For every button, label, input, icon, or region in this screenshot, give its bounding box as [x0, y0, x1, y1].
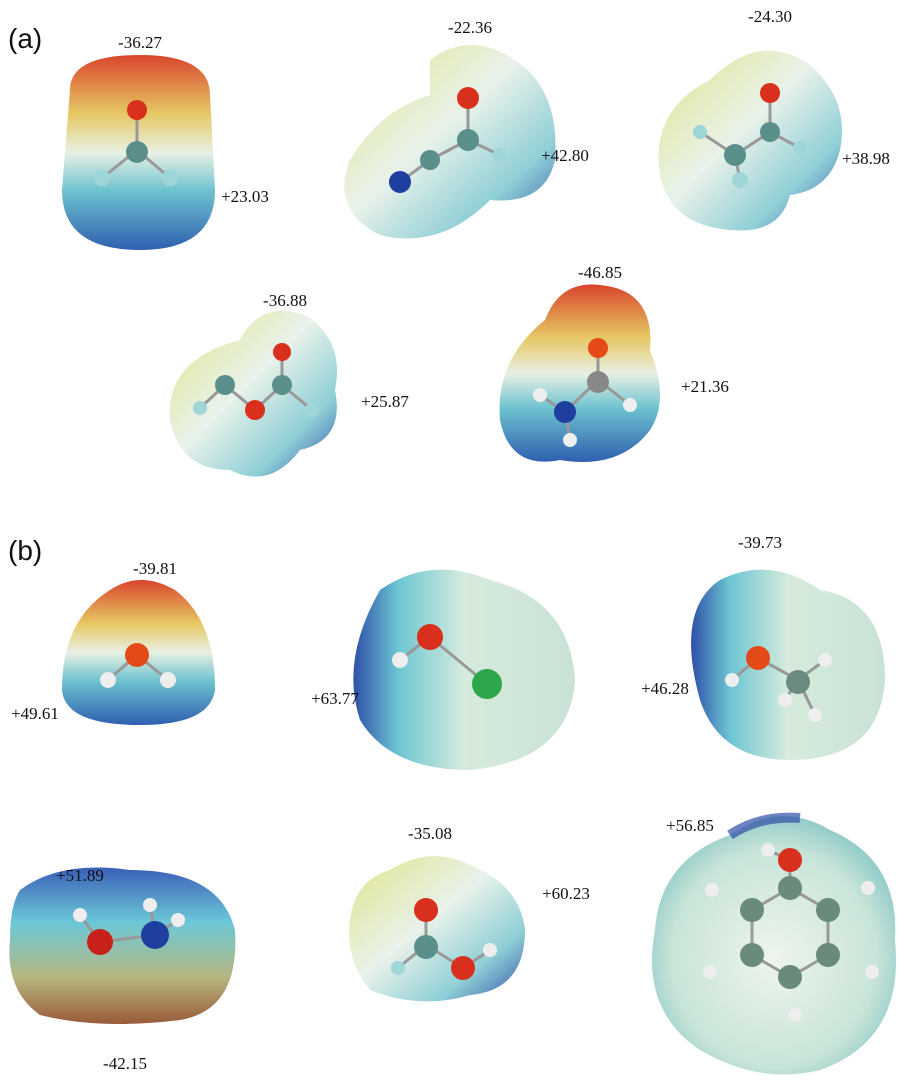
- potential-label: -24.30: [748, 7, 792, 26]
- potential-label: -36.27: [118, 33, 162, 52]
- molecule: -46.85 +21.36: [500, 263, 729, 462]
- potential-label: +46.28: [641, 679, 689, 698]
- potential-label: +42.80: [541, 146, 589, 165]
- molecule: -36.88 +25.87: [170, 291, 410, 477]
- panel-label: (b): [8, 535, 42, 566]
- molecule: -24.30 +38.98: [659, 7, 890, 231]
- potential-label: +63.77: [311, 689, 359, 708]
- potential-label: +51.89: [56, 866, 104, 885]
- potential-label: +49.61: [11, 704, 59, 723]
- molecule: +56.85: [652, 816, 896, 1075]
- molecule: -39.73 +46.28: [641, 533, 885, 760]
- molecule: +51.89 -42.15: [9, 866, 235, 1073]
- potential-label: +25.87: [361, 392, 409, 411]
- potential-label: -35.08: [408, 824, 452, 843]
- potential-label: -42.15: [103, 1054, 147, 1073]
- molecule: -36.27 +23.03: [62, 33, 269, 250]
- molecule: -39.81 +49.61: [11, 559, 215, 725]
- potential-label: +21.36: [681, 377, 729, 396]
- potential-label: -39.81: [133, 559, 177, 578]
- potential-label: +38.98: [842, 149, 890, 168]
- figure: (a) -36.27 +23.03 -22.36 +42.80 -24.30 +…: [0, 0, 914, 1085]
- potential-label: -36.88: [263, 291, 307, 310]
- molecule: +63.77: [311, 570, 575, 770]
- potential-label: +60.23: [542, 884, 590, 903]
- molecule: -35.08 +60.23: [349, 824, 590, 1001]
- potential-label: -39.73: [738, 533, 782, 552]
- potential-label: -46.85: [578, 263, 622, 282]
- molecule: -22.36 +42.80: [344, 18, 589, 238]
- potential-label: +23.03: [221, 187, 269, 206]
- potential-label: +56.85: [666, 816, 714, 835]
- potential-label: -22.36: [448, 18, 492, 37]
- panel-b: (b) -39.81 +49.61 +63.77 -39.73 +46.28: [8, 533, 896, 1075]
- panel-label: (a): [8, 23, 42, 54]
- panel-a: (a) -36.27 +23.03 -22.36 +42.80 -24.30 +…: [8, 7, 890, 477]
